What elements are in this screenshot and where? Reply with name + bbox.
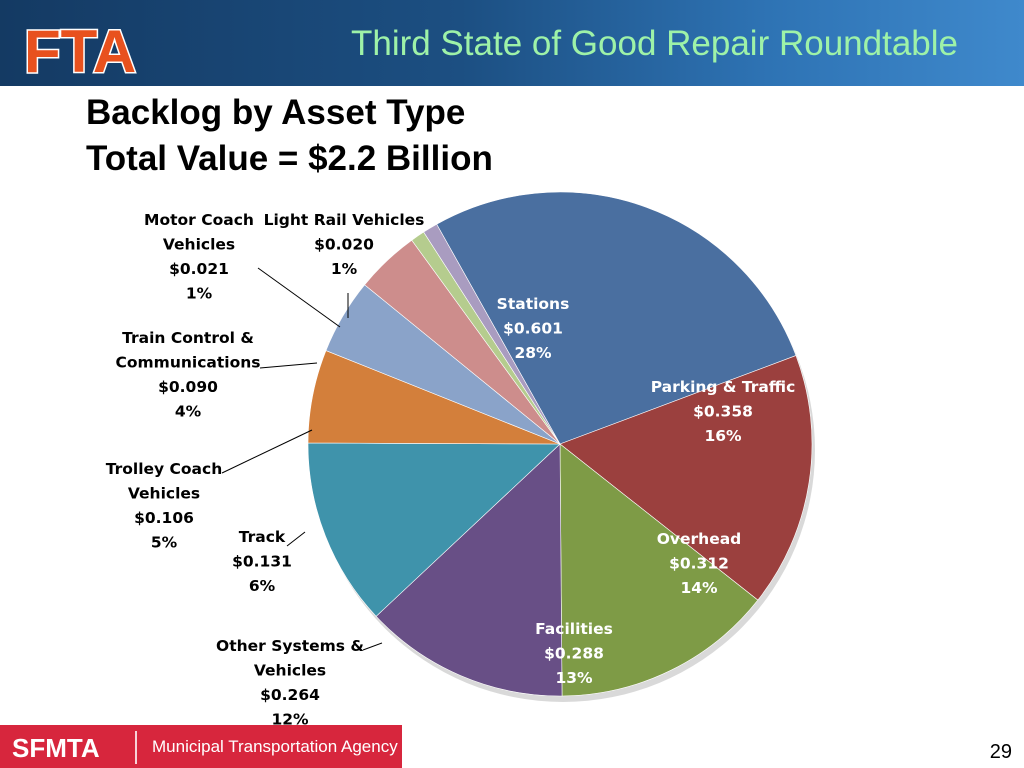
slice-label-5: Track $0.131 6% (232, 528, 292, 595)
slice-label-line: $0.264 (260, 686, 320, 704)
slice-label-line: $0.131 (232, 553, 292, 571)
slice-label-line: Vehicles (163, 236, 235, 254)
slide-title-line-1: Backlog by Asset Type (86, 93, 466, 132)
slice-label-line: 28% (514, 344, 552, 362)
slide-header (0, 0, 1024, 86)
slice-label-line: $0.020 (314, 236, 374, 254)
slice-label-line: 13% (555, 669, 593, 687)
slice-label-line: Vehicles (254, 662, 326, 680)
slice-label-6: Trolley Coach Vehicles $0.106 5% (106, 460, 223, 552)
slice-label-3: Facilities $0.288 13% (535, 620, 613, 687)
slice-label-4: Other Systems & Vehicles $0.264 12% (216, 637, 364, 729)
fta-logo-text: FTA (24, 18, 136, 84)
fta-logo: FTA (23, 17, 138, 85)
pie-slice-parking-traffic (559, 355, 813, 601)
slice-label-line: 12% (271, 711, 309, 729)
slice-label-line: Facilities (535, 620, 613, 638)
slice-label-line: $0.312 (669, 555, 729, 573)
slice-label-1: Parking & Traffic $0.358 16% (651, 378, 796, 445)
slice-label-line: 16% (704, 427, 742, 445)
slice-label-line: 6% (249, 577, 276, 595)
footer-divider (135, 731, 137, 764)
pie-slice-other-systems-vehicles (307, 442, 561, 617)
slice-label-9: Motor Coach Vehicles $0.021 1% (144, 211, 254, 303)
slice-label-line: Vehicles (128, 485, 200, 503)
agency-name: Municipal Transportation Agency (152, 737, 398, 756)
slice-label-line: Motor Coach (144, 211, 254, 229)
slice-label-line: 1% (331, 260, 358, 278)
leader-line-9 (257, 267, 341, 328)
pie-slice-overhead (559, 443, 759, 697)
slice-label-2: Overhead $0.312 14% (657, 530, 742, 597)
header-title: Third State of Good Repair Roundtable (350, 24, 958, 63)
slice-label-line: 5% (151, 534, 178, 552)
slice-label-line: 4% (175, 403, 202, 421)
slice-label-0: Stations $0.601 28% (497, 295, 570, 362)
slice-label-line: Track (239, 528, 286, 546)
slice-label-line: Other Systems & (216, 637, 364, 655)
slice-label-line: $0.021 (169, 260, 229, 278)
slide-title: Backlog by Asset Type Total Value = $2.2… (86, 90, 493, 182)
pie-slice-motor-coach-vehicles (423, 223, 561, 445)
slice-label-line: Communications (116, 354, 261, 372)
slide-title-line-2: Total Value = $2.2 Billion (86, 139, 493, 178)
slice-label-line: $0.090 (158, 378, 218, 396)
slice-label-8: Light Rail Vehicles $0.020 1% (264, 211, 425, 278)
leader-line-4 (362, 642, 383, 651)
pie-slice-facilities (375, 443, 563, 697)
leader-line-5 (286, 531, 306, 547)
slice-label-line: $0.106 (134, 509, 194, 527)
slice-label-line: Overhead (657, 530, 742, 548)
slice-label-line: 1% (186, 285, 213, 303)
slice-label-line: $0.358 (693, 403, 753, 421)
slice-label-line: $0.601 (503, 320, 563, 338)
page-number: 29 (989, 741, 1012, 763)
leader-line-7 (259, 362, 318, 369)
slice-label-7: Train Control & Communications $0.090 4% (116, 329, 261, 421)
sfmta-logo: SFMTA (12, 733, 100, 763)
slice-label-line: Light Rail Vehicles (264, 211, 425, 229)
slice-label-line: $0.288 (544, 645, 604, 663)
slice-label-line: Trolley Coach (106, 460, 223, 478)
slice-label-line: Stations (497, 295, 570, 313)
slice-label-line: Train Control & (122, 329, 254, 347)
slice-label-line: Parking & Traffic (651, 378, 796, 396)
pie-slice-stations (436, 191, 797, 445)
footer-bar (0, 725, 402, 768)
slice-label-line: 14% (680, 579, 718, 597)
leader-line-6 (221, 429, 313, 474)
